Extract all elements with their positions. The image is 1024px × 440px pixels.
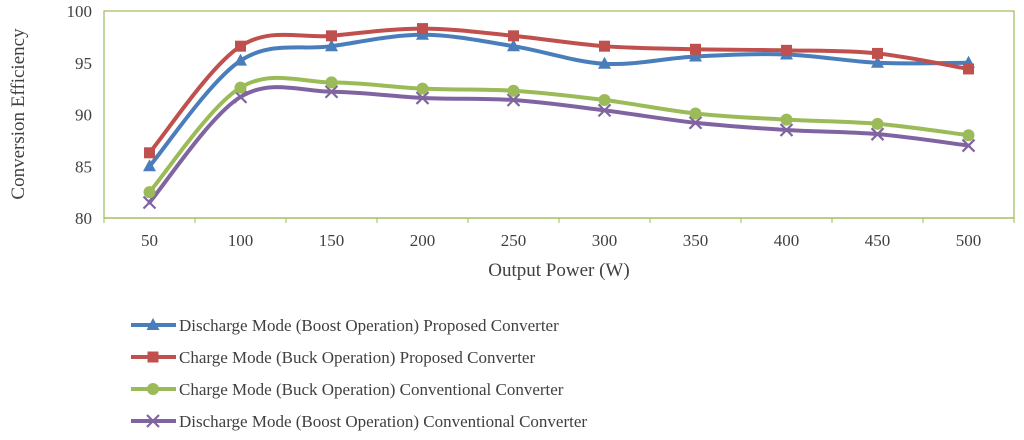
y-axis-title: Conversion Efficiency (8, 28, 29, 200)
x-tick-label: 450 (865, 231, 891, 250)
data-point-marker (507, 39, 520, 52)
data-point-marker (142, 195, 157, 210)
data-point-marker (598, 94, 611, 107)
y-tick-label: 90 (75, 106, 92, 125)
data-point-marker (597, 103, 612, 118)
legend-marker (146, 414, 160, 428)
data-point-marker (143, 186, 156, 199)
series-triangle-group (143, 27, 975, 172)
data-point-marker (963, 63, 974, 75)
series-x-group (142, 84, 976, 210)
data-point-marker (143, 159, 156, 172)
legend-item: Charge Mode (Buck Operation) Proposed Co… (131, 348, 535, 367)
legend-marker (147, 351, 159, 363)
data-point-marker (508, 30, 519, 42)
data-point-marker (144, 147, 155, 159)
data-point-marker (871, 55, 884, 68)
y-tick-label: 80 (75, 209, 92, 228)
data-point-marker (871, 117, 884, 130)
x-tick-label: 350 (683, 231, 709, 250)
series-line (147, 26, 971, 155)
data-point-marker (688, 116, 703, 130)
data-point-marker (870, 127, 885, 141)
data-point-marker (417, 23, 428, 35)
x-tick-label: 400 (774, 231, 800, 250)
data-point-marker (324, 84, 339, 99)
data-point-marker (326, 30, 337, 42)
x-tick-label: 100 (228, 231, 254, 250)
series-square-group (144, 23, 974, 159)
data-point-marker (689, 49, 702, 62)
data-point-marker (235, 40, 246, 52)
legend-item: Discharge Mode (Boost Operation) Propose… (131, 316, 559, 335)
y-tick-label: 100 (67, 2, 93, 21)
series-line (147, 75, 971, 195)
data-point-marker (779, 123, 794, 137)
data-point-marker (325, 39, 338, 52)
data-point-marker (599, 40, 610, 52)
data-point-marker (234, 81, 247, 94)
x-tick-label: 500 (956, 231, 982, 250)
data-point-marker (598, 56, 611, 69)
data-point-marker (234, 53, 247, 66)
x-tick-label: 250 (501, 231, 527, 250)
data-point-marker (961, 138, 976, 153)
legend-item: Discharge Mode (Boost Operation) Convent… (131, 412, 587, 431)
data-point-marker (690, 43, 701, 55)
legend-label: Discharge Mode (Boost Operation) Propose… (179, 316, 559, 335)
x-tick-label: 150 (319, 231, 345, 250)
data-point-marker (962, 129, 975, 142)
x-tick-label: 50 (141, 231, 158, 250)
legend-marker (146, 318, 160, 330)
legend-label: Charge Mode (Buck Operation) Conventiona… (179, 380, 564, 399)
series-circle-group (143, 75, 975, 199)
legend-item: Charge Mode (Buck Operation) Conventiona… (131, 380, 564, 399)
data-point-marker (415, 91, 430, 105)
data-point-marker (872, 47, 883, 59)
series-line (147, 85, 971, 205)
legend-label: Charge Mode (Buck Operation) Proposed Co… (179, 348, 535, 367)
legend-label: Discharge Mode (Boost Operation) Convent… (179, 412, 587, 431)
legend-marker (147, 383, 159, 395)
data-point-marker (780, 113, 793, 126)
x-tick-label: 200 (410, 231, 436, 250)
y-tick-label: 85 (75, 157, 92, 176)
data-point-marker (689, 107, 702, 120)
data-point-marker (233, 90, 248, 104)
data-point-marker (325, 76, 338, 89)
data-point-marker (506, 93, 521, 107)
x-axis-title: Output Power (W) (488, 260, 629, 281)
x-tick-label: 300 (592, 231, 618, 250)
data-point-marker (781, 44, 792, 56)
data-point-marker (507, 84, 520, 97)
series-line (147, 32, 971, 169)
y-tick-label: 95 (75, 54, 92, 73)
data-point-marker (416, 82, 429, 95)
